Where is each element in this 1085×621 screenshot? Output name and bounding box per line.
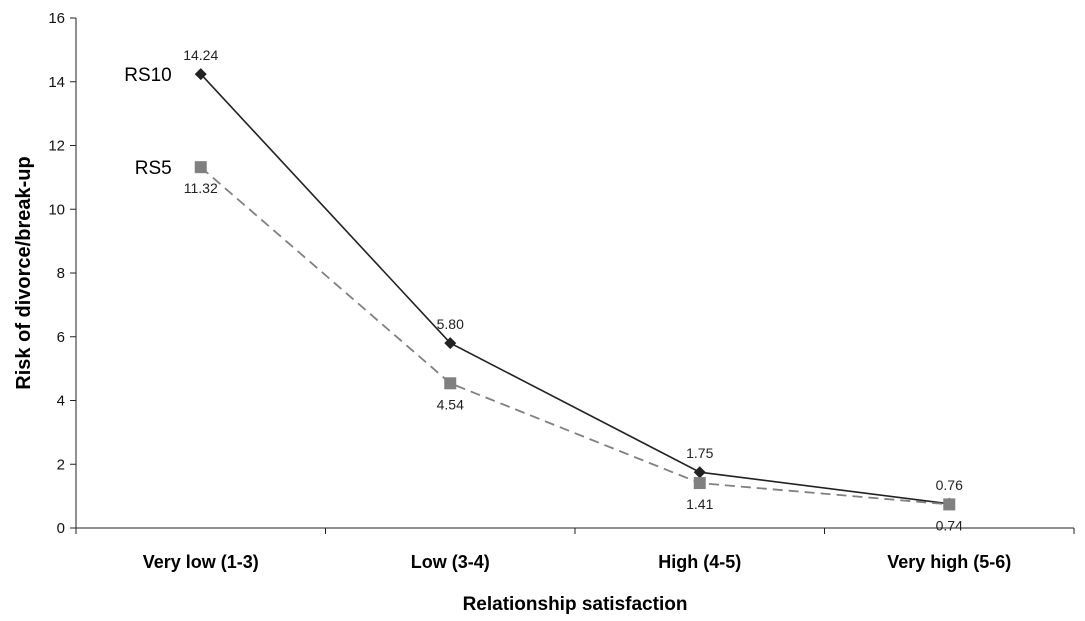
- point-rs5: [693, 477, 706, 490]
- y-tick-label: 16: [48, 10, 65, 27]
- data-label-rs10: 1.75: [686, 445, 713, 461]
- data-label-rs5: 11.32: [184, 180, 218, 196]
- y-tick-label: 12: [48, 138, 65, 155]
- data-label-rs5: 0.74: [936, 517, 963, 533]
- y-tick-label: 4: [57, 393, 65, 410]
- series-markers: [194, 68, 956, 511]
- data-labels: 14.24 5.80 1.75 0.76 11.32 4.54 1.41 0.74: [183, 47, 963, 533]
- point-rs10: [194, 68, 207, 81]
- data-label-rs10: 5.80: [437, 316, 464, 332]
- axes: 0 2 4 6 8 10 12 14 16 Very low (1-3) Low (3-4) High…: [48, 10, 1075, 572]
- y-tick-label: 0: [57, 520, 65, 537]
- series-line-rs10: [200, 73, 950, 505]
- y-axis-title: Risk of divorce/break-up: [13, 156, 35, 389]
- data-label-rs10: 14.24: [183, 47, 218, 63]
- series-label-rs5: RS5: [135, 158, 172, 179]
- series-line-rs5: [200, 166, 950, 506]
- series-lines: [200, 73, 950, 506]
- x-tick-label: Very low (1-3): [143, 552, 259, 572]
- point-rs10: [444, 337, 457, 350]
- point-rs10: [693, 466, 706, 479]
- point-rs5: [943, 498, 956, 511]
- x-axis-title: Relationship satisfaction: [463, 594, 688, 615]
- point-rs5: [444, 377, 457, 390]
- y-tick-label: 8: [57, 265, 65, 282]
- data-label-rs10: 0.76: [936, 477, 963, 493]
- y-tick-label: 14: [48, 74, 65, 91]
- y-tick-label: 10: [48, 201, 65, 218]
- data-label-rs5: 1.41: [686, 496, 713, 512]
- y-tick-label: 2: [57, 456, 65, 473]
- x-tick-label: Low (3-4): [411, 552, 490, 572]
- x-tick-label: Very high (5-6): [887, 552, 1011, 572]
- y-tick-label: 6: [57, 329, 65, 346]
- series-label-rs10: RS10: [124, 65, 172, 86]
- data-label-rs5: 4.54: [437, 396, 464, 412]
- x-tick-label: High (4-5): [658, 552, 741, 572]
- point-rs5: [194, 161, 207, 174]
